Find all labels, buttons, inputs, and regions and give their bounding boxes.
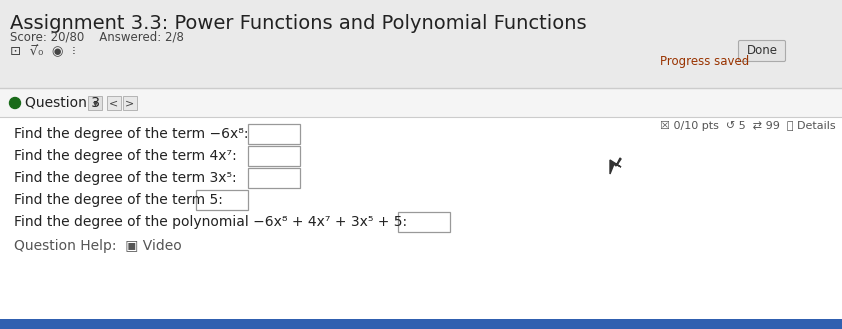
Bar (196, 190, 248, 210)
Bar (107, 96, 121, 110)
Text: ▾: ▾ (93, 98, 98, 108)
Text: Find the degree of the term 3x⁵:: Find the degree of the term 3x⁵: (14, 171, 237, 185)
Bar (248, 146, 300, 166)
Bar (0, 319, 842, 329)
Text: <: < (109, 98, 119, 108)
Text: Question Help:  ▣ Video: Question Help: ▣ Video (14, 239, 182, 253)
Bar (123, 96, 137, 110)
FancyBboxPatch shape (738, 40, 786, 62)
Bar (0, 0, 842, 88)
Text: Assignment 3.3: Power Functions and Polynomial Functions: Assignment 3.3: Power Functions and Poly… (10, 14, 587, 33)
Text: Progress saved: Progress saved (660, 55, 749, 68)
Text: Find the degree of the polynomial −6x⁸ + 4x⁷ + 3x⁵ + 5:: Find the degree of the polynomial −6x⁸ +… (14, 215, 408, 229)
Bar (0, 88, 842, 117)
Text: Find the degree of the term 5:: Find the degree of the term 5: (14, 193, 223, 207)
Text: Score: 20/80    Answered: 2/8: Score: 20/80 Answered: 2/8 (10, 30, 184, 43)
Circle shape (9, 97, 20, 109)
Text: Find the degree of the term −6x⁸:: Find the degree of the term −6x⁸: (14, 127, 248, 141)
Bar (88, 96, 102, 110)
Bar (398, 212, 450, 232)
Bar (0, 117, 842, 329)
Bar (248, 124, 300, 144)
Text: >: > (125, 98, 135, 108)
Text: Find the degree of the term 4x⁷:: Find the degree of the term 4x⁷: (14, 149, 237, 163)
Bar (248, 168, 300, 188)
Text: Done: Done (747, 44, 777, 58)
Polygon shape (610, 158, 621, 174)
Text: ☒ 0/10 pts  ↺ 5  ⇄ 99  ⓘ Details: ☒ 0/10 pts ↺ 5 ⇄ 99 ⓘ Details (660, 121, 836, 131)
Text: Question 3: Question 3 (25, 96, 100, 110)
Text: ⊡  √̅₀  ◉  ⁝: ⊡ √̅₀ ◉ ⁝ (10, 45, 76, 58)
